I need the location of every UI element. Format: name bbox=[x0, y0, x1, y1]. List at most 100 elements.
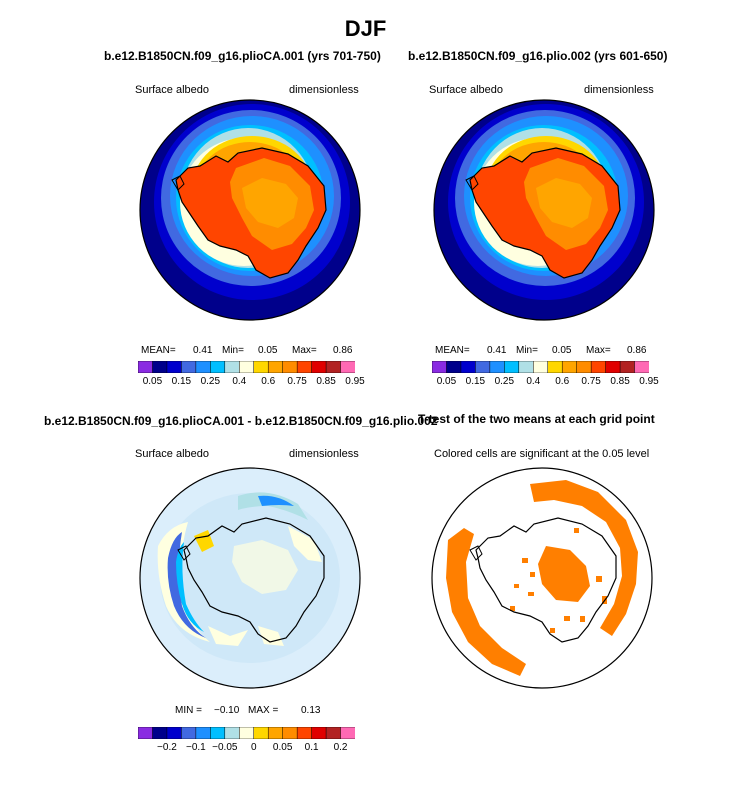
panel1-albedo-map bbox=[139, 99, 361, 321]
panel3-min-value: −0.10 bbox=[214, 705, 240, 716]
significant-cluster-interior bbox=[538, 546, 590, 602]
colorbar-swatch bbox=[224, 727, 240, 739]
antarctica-coastline bbox=[175, 147, 327, 279]
colorbar-swatch bbox=[489, 361, 505, 373]
colorbar-swatch bbox=[432, 361, 448, 373]
colorbar-tick-label: 0.25 bbox=[494, 376, 515, 387]
colorbar-tick-label: 0.95 bbox=[639, 376, 659, 387]
colorbar-swatch bbox=[239, 361, 255, 373]
colorbar-swatch bbox=[340, 727, 355, 739]
panel3-variable-label: Surface albedo bbox=[135, 448, 209, 460]
colorbar-swatch bbox=[152, 727, 168, 739]
plateau-core bbox=[242, 178, 298, 228]
colorbar-swatch bbox=[224, 361, 240, 373]
panel2-colorbar bbox=[432, 361, 649, 373]
colorbar-tick-label: 0.6 bbox=[261, 376, 276, 387]
significant-cell bbox=[514, 584, 519, 588]
positive-anomaly-east bbox=[288, 526, 322, 562]
plateau-core bbox=[536, 178, 592, 228]
panel1-max-label: Max= bbox=[292, 345, 317, 356]
colorbar-swatch bbox=[282, 727, 298, 739]
colorbar-swatch bbox=[605, 361, 621, 373]
significant-cell bbox=[580, 616, 585, 622]
panel4-title: T-test of the two means at each grid poi… bbox=[418, 412, 655, 426]
colorbar-swatch bbox=[181, 361, 197, 373]
panel3-max-value: 0.13 bbox=[301, 705, 321, 716]
significant-cell bbox=[522, 558, 528, 563]
colorbar-swatch bbox=[311, 361, 327, 373]
colorbar-tick-label: 0.85 bbox=[610, 376, 630, 387]
colorbar-tick-label: 0 bbox=[250, 742, 257, 753]
colorbar-tick-label: 0.25 bbox=[200, 376, 221, 387]
panel3-difference-map bbox=[139, 467, 361, 689]
colorbar-swatch bbox=[138, 361, 154, 373]
figure-title: DJF bbox=[344, 16, 387, 41]
colorbar-tick-label: 0.15 bbox=[171, 376, 192, 387]
colorbar-swatch bbox=[518, 361, 534, 373]
colorbar-swatch bbox=[267, 727, 284, 739]
colorbar-swatch bbox=[325, 727, 342, 739]
colorbar-tick-label: 0.75 bbox=[581, 376, 601, 387]
colorbar-tick-label: −0.05 bbox=[212, 742, 238, 753]
colorbar-swatch bbox=[267, 361, 284, 373]
significant-region-west bbox=[446, 528, 526, 676]
colorbar-swatch bbox=[311, 727, 327, 739]
antarctica-coastline bbox=[475, 517, 617, 643]
colorbar-swatch bbox=[253, 361, 269, 373]
peninsula-coastline bbox=[177, 545, 191, 561]
panel2-variable-label: Surface albedo bbox=[429, 84, 503, 96]
colorbar-swatch bbox=[590, 361, 607, 373]
panel3-min-label: MIN = bbox=[175, 705, 202, 716]
peninsula-coastline bbox=[171, 175, 185, 191]
colorbar-swatch bbox=[296, 727, 313, 739]
panel2-min-value: 0.05 bbox=[552, 345, 572, 356]
colorbar-swatch bbox=[576, 361, 592, 373]
colorbar-tick-label: 0.05 bbox=[142, 376, 163, 387]
colorbar-swatch bbox=[239, 727, 255, 739]
colorbar-swatch bbox=[340, 361, 355, 373]
colorbar-tick-label: 0.6 bbox=[555, 376, 570, 387]
colorbar-tick-label: −0.1 bbox=[185, 742, 206, 753]
colorbar-swatch bbox=[166, 727, 182, 739]
colorbar-swatch bbox=[296, 361, 313, 373]
colorbar-tick-label: 0.4 bbox=[526, 376, 541, 387]
significant-cell bbox=[574, 528, 579, 533]
panel2-units-label: dimensionless bbox=[584, 84, 654, 96]
panel1-mean-value: 0.41 bbox=[193, 345, 213, 356]
panel2-min-label: Min= bbox=[516, 345, 538, 356]
significant-cell bbox=[564, 616, 570, 621]
colorbar-swatch bbox=[561, 361, 578, 373]
negative-anomaly-north bbox=[238, 492, 308, 520]
significant-cell bbox=[530, 572, 535, 577]
colorbar-swatch bbox=[210, 727, 226, 739]
peninsula-coastline bbox=[469, 545, 483, 561]
panel2-albedo-map bbox=[433, 99, 655, 321]
colorbar-tick-label: 0.95 bbox=[345, 376, 365, 387]
antarctica-coastline bbox=[183, 517, 325, 643]
colorbar-tick-label: 0.05 bbox=[436, 376, 457, 387]
positive-anomaly-southeast bbox=[258, 626, 284, 646]
colorbar-swatch bbox=[533, 361, 549, 373]
panel2-mean-label: MEAN= bbox=[435, 345, 470, 356]
panel1-mean-label: MEAN= bbox=[141, 345, 176, 356]
positive-anomaly-interior bbox=[232, 540, 298, 594]
significant-region-northeast bbox=[530, 480, 638, 636]
colorbar-swatch bbox=[282, 361, 298, 373]
colorbar-tick-label: 0.1 bbox=[304, 742, 319, 753]
colorbar-swatch bbox=[195, 727, 211, 739]
panel2-title: b.e12.B1850CN.f09_g16.plio.002 (yrs 601-… bbox=[408, 49, 668, 63]
panel3-title: b.e12.B1850CN.f09_g16.plioCA.001 - b.e12… bbox=[44, 414, 438, 428]
panel3-units-label: dimensionless bbox=[289, 448, 359, 460]
panel2-max-value: 0.86 bbox=[627, 345, 647, 356]
map-border bbox=[139, 99, 361, 321]
panel1-variable-label: Surface albedo bbox=[135, 84, 209, 96]
panel1-min-label: Min= bbox=[222, 345, 244, 356]
strong-negative-anomaly-north bbox=[258, 495, 294, 506]
colorbar-tick-label: 0.4 bbox=[232, 376, 247, 387]
panel4-significance-map bbox=[431, 467, 653, 689]
colorbar-swatch bbox=[138, 727, 154, 739]
colorbar-swatch bbox=[325, 361, 342, 373]
panel3-colorbar bbox=[138, 727, 355, 739]
peninsula-coastline bbox=[465, 175, 479, 191]
colorbar-swatch bbox=[460, 361, 476, 373]
